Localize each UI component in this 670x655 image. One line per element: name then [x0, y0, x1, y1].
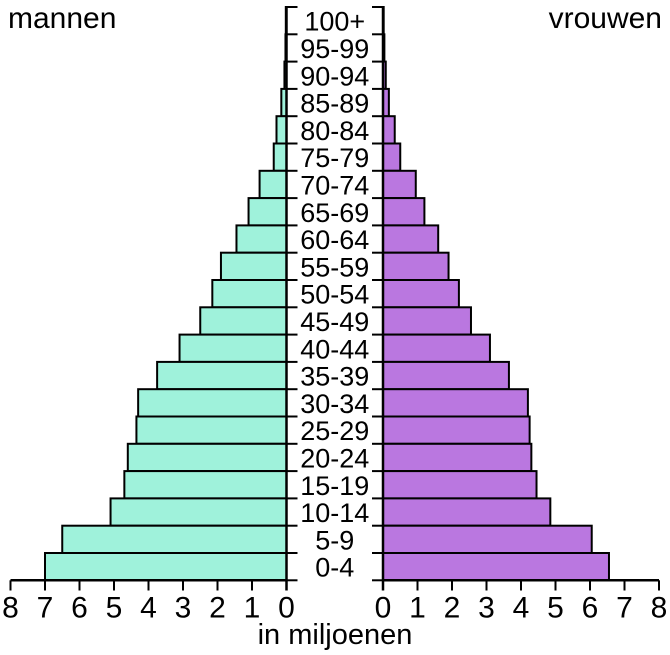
men-x-axis-tick-label-7: 7 [37, 591, 54, 624]
bar-vrouwen-45-49 [382, 306, 472, 336]
men-x-axis-tick-label-3: 3 [175, 591, 192, 624]
bar-vrouwen-35-39 [382, 360, 510, 391]
age-label-45-49: 45-49 [300, 307, 369, 337]
bar-vrouwen-50-54 [382, 279, 460, 309]
bar-vrouwen-40-44 [382, 333, 491, 363]
women-x-axis-tick-label-2: 2 [444, 591, 461, 624]
bar-vrouwen-60-64 [382, 224, 440, 254]
age-label-30-34: 30-34 [300, 389, 369, 419]
bar-mannen-45-49 [199, 306, 288, 336]
bar-mannen-70-74 [258, 169, 288, 200]
women-x-axis-tick-label-8: 8 [651, 591, 668, 624]
age-label-70-74: 70-74 [300, 170, 369, 200]
age-label-10-14: 10-14 [300, 498, 369, 528]
bar-vrouwen-65-69 [382, 197, 426, 227]
bar-vrouwen-0-4 [382, 552, 610, 582]
women-x-axis-tick-label-0: 0 [375, 591, 392, 624]
men-x-axis-tick-label-1: 1 [244, 591, 261, 624]
women-x-axis-tick-label-1: 1 [409, 591, 426, 624]
women-x-axis-tick-label-6: 6 [582, 591, 599, 624]
age-label-85-89: 85-89 [300, 89, 369, 119]
age-label-55-59: 55-59 [300, 252, 369, 282]
age-label-75-79: 75-79 [300, 143, 369, 173]
bar-mannen-75-79 [272, 142, 288, 172]
bar-mannen-5-9 [61, 524, 288, 555]
age-label-65-69: 65-69 [300, 198, 369, 228]
x-axis-title: in miljoenen [257, 619, 413, 651]
women-x-axis-tick-label-5: 5 [547, 591, 564, 624]
bar-vrouwen-75-79 [382, 142, 402, 172]
men-series-title: mannen [8, 2, 117, 35]
age-label-95-99: 95-99 [300, 34, 369, 64]
bar-vrouwen-25-29 [382, 415, 531, 445]
age-label-20-24: 20-24 [300, 443, 369, 473]
bar-mannen-0-4 [44, 552, 288, 582]
women-series-title: vrouwen [548, 2, 662, 35]
bar-mannen-10-14 [109, 497, 288, 527]
age-label-15-19: 15-19 [300, 471, 369, 501]
bar-vrouwen-5-9 [382, 524, 593, 555]
bar-vrouwen-10-14 [382, 497, 552, 527]
men-x-axis-tick-label-5: 5 [106, 591, 123, 624]
bar-mannen-35-39 [156, 360, 288, 391]
women-x-axis-tick-label-3: 3 [478, 591, 495, 624]
bar-mannen-50-54 [211, 279, 288, 309]
men-x-axis-tick-label-2: 2 [209, 591, 226, 624]
age-label-25-29: 25-29 [300, 416, 369, 446]
bar-mannen-15-19 [123, 470, 288, 500]
bar-mannen-25-29 [135, 415, 288, 445]
men-x-axis-tick-label-4: 4 [140, 591, 157, 624]
bar-mannen-80-84 [275, 115, 288, 145]
age-label-100+: 100+ [304, 7, 365, 37]
bar-vrouwen-70-74 [382, 169, 417, 200]
bar-mannen-40-44 [178, 333, 288, 363]
bar-mannen-30-34 [137, 388, 288, 418]
age-label-90-94: 90-94 [300, 61, 369, 91]
women-x-axis-tick-label-7: 7 [616, 591, 633, 624]
men-x-axis-tick-label-8: 8 [2, 591, 19, 624]
age-label-50-54: 50-54 [300, 280, 369, 310]
bar-vrouwen-80-84 [382, 115, 396, 145]
bar-vrouwen-20-24 [382, 442, 533, 473]
age-label-0-4: 0-4 [315, 553, 354, 583]
age-label-80-84: 80-84 [300, 116, 369, 146]
bar-vrouwen-30-34 [382, 388, 529, 418]
age-label-40-44: 40-44 [300, 334, 369, 364]
age-label-60-64: 60-64 [300, 225, 369, 255]
bar-mannen-60-64 [235, 224, 288, 254]
bar-vrouwen-55-59 [382, 251, 450, 281]
bar-mannen-20-24 [126, 442, 288, 473]
age-label-35-39: 35-39 [300, 362, 369, 392]
bar-mannen-65-69 [247, 197, 288, 227]
women-x-axis-tick-label-4: 4 [513, 591, 530, 624]
bar-vrouwen-15-19 [382, 470, 538, 500]
men-x-axis-tick-label-0: 0 [278, 591, 295, 624]
age-label-5-9: 5-9 [315, 525, 354, 555]
bar-mannen-55-59 [219, 251, 288, 281]
men-x-axis-tick-label-6: 6 [71, 591, 88, 624]
